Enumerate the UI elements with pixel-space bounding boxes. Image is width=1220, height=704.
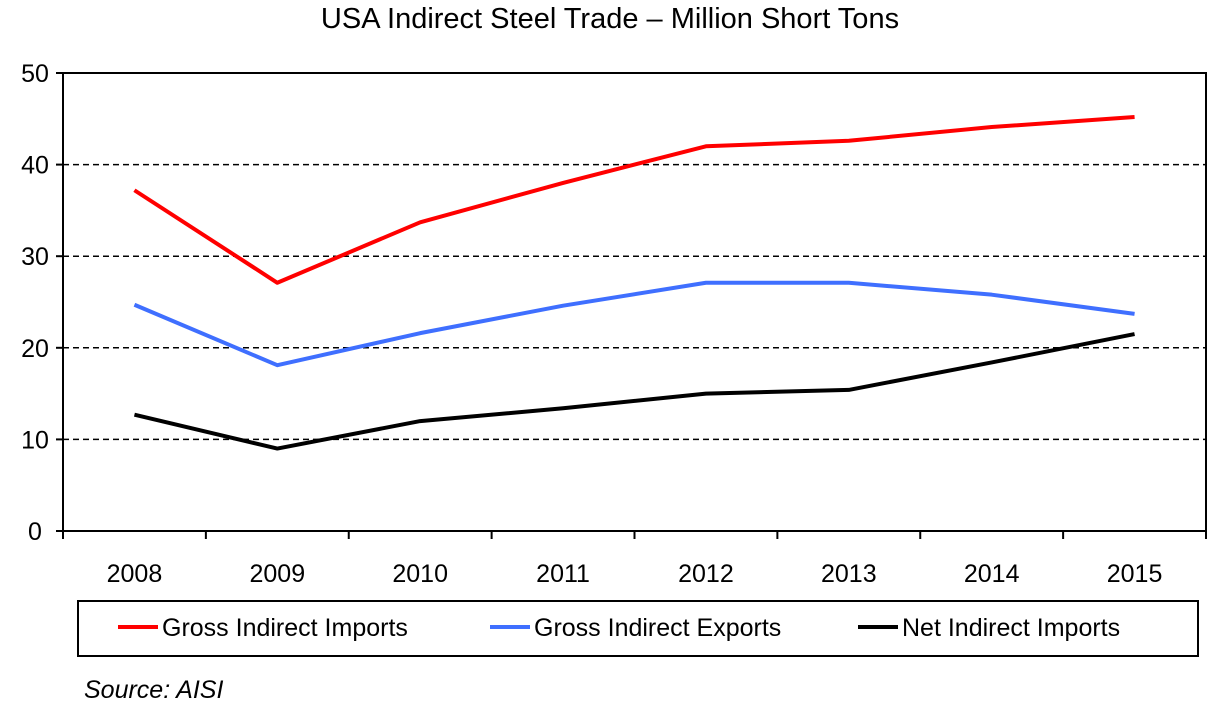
series-line-1 [133,280,1135,368]
y-tick-label: 40 [21,152,49,180]
x-tick-label: 2009 [250,560,306,588]
series-line-0 [133,114,1135,285]
x-tick-label: 2012 [678,560,734,588]
x-tick-label: 2008 [107,560,163,588]
y-tick-label: 50 [21,60,49,88]
legend-label: Gross Indirect Exports [534,614,781,642]
chart-title: USA Indirect Steel Trade – Million Short… [321,3,899,35]
legend-label: Gross Indirect Imports [162,614,408,642]
y-tick-label: 10 [21,426,49,454]
x-tick-label: 2013 [821,560,877,588]
x-tick-label: 2014 [964,560,1020,588]
source-note: Source: AISI [84,676,223,704]
x-tick-label: 2010 [392,560,448,588]
series-line-2 [133,332,1135,451]
y-tick-label: 30 [21,243,49,271]
y-tick-label: 0 [28,518,42,546]
legend-label: Net Indirect Imports [902,614,1120,642]
legend-box [77,600,1199,657]
x-tick-label: 2015 [1107,560,1163,588]
y-tick-label: 20 [21,335,49,363]
x-tick-label: 2011 [536,560,590,588]
